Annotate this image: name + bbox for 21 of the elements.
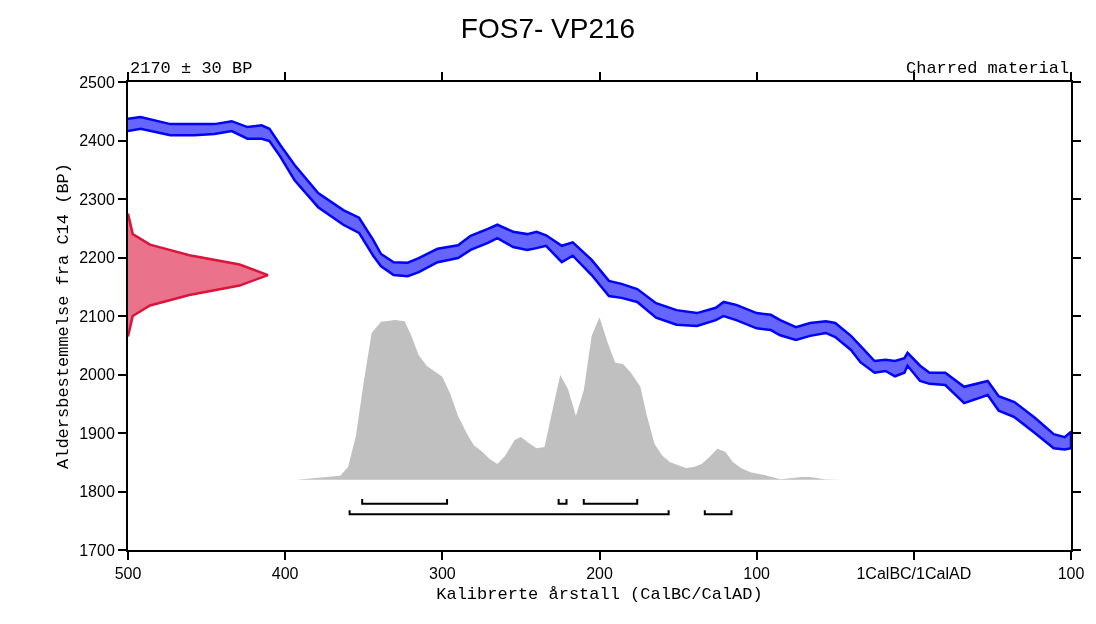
- x-tick-label: 200: [586, 565, 613, 583]
- text: 2170 ± 30 BP: [130, 59, 253, 78]
- x-tick-label: 1CalBC/1CalAD: [856, 565, 972, 583]
- y-tick-label: 2000: [79, 366, 115, 384]
- chart-title: FOS7- VP216: [460, 12, 636, 44]
- y-tick-label: 2100: [79, 307, 115, 325]
- x-tick-label: 100: [1057, 565, 1085, 583]
- y-tick-label: 2400: [79, 132, 115, 150]
- x-tick-label: 400: [271, 565, 299, 583]
- y-tick-label: 2200: [79, 249, 115, 267]
- x-tick-label: 100: [743, 565, 771, 583]
- y-tick-label: 1700: [79, 541, 115, 559]
- y-tick-label: 1900: [79, 424, 115, 442]
- x-axis-title: Kalibrerte årstall (CalBC/CalAD): [436, 585, 763, 605]
- x-tick-label: 500: [114, 565, 142, 583]
- x-tick-label: 300: [428, 565, 456, 583]
- text: Charred material: [906, 59, 1070, 78]
- y-tick-label: 1800: [79, 483, 115, 501]
- y-axis-title: Aldersbestemmelse fra C14 (BP): [54, 162, 74, 470]
- y-tick-label: 2500: [79, 73, 115, 91]
- y-tick-label: 2300: [79, 190, 115, 208]
